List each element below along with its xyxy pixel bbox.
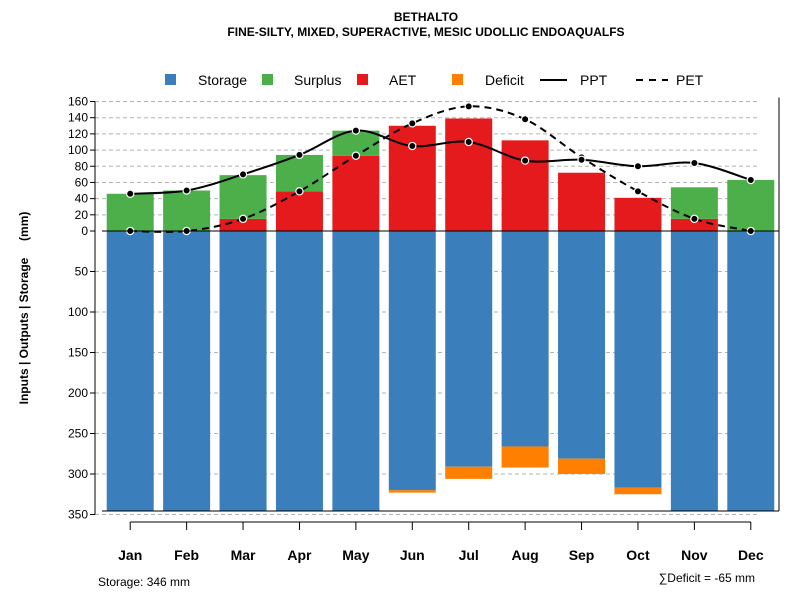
legend-aet-swatch — [357, 74, 368, 85]
bar-aet — [558, 172, 606, 231]
x-tick-label: Mar — [231, 547, 256, 563]
point-pet — [520, 115, 530, 124]
point-ppt — [520, 156, 530, 165]
y-tick-label: 100 — [68, 143, 88, 157]
x-tick-label: Dec — [738, 547, 764, 563]
y-tick-label: 80 — [75, 159, 89, 173]
x-tick-label: Aug — [512, 547, 539, 563]
bar-aet — [275, 191, 323, 231]
bar-storage — [163, 231, 211, 512]
bar-aet — [332, 155, 380, 231]
bar-aet — [614, 197, 662, 231]
axes: 0 20 40 60 80 100 120 140 160 50 100 150 200 250 300 35… — [68, 95, 780, 563]
y-tick-label: 350 — [68, 508, 88, 522]
y-tick-label: 100 — [68, 305, 88, 319]
line-ppt — [130, 129, 752, 195]
y-tick-label: 300 — [68, 467, 88, 481]
x-tick-label: Apr — [287, 547, 312, 563]
point-ppt — [238, 170, 248, 179]
point-pet — [408, 119, 417, 128]
y-tick-label: 250 — [68, 427, 88, 441]
bar-deficit — [501, 446, 549, 468]
bar-storage — [501, 231, 549, 447]
x-tick-label: Jan — [118, 547, 142, 563]
point-pet — [238, 214, 248, 224]
chart-title: BETHALTO — [394, 10, 458, 24]
legend-surplus-swatch — [262, 74, 273, 85]
y-tick-label: 60 — [75, 175, 89, 189]
legend-storage-swatch — [165, 74, 176, 85]
bar-aet — [445, 118, 493, 231]
y-tick-label: 200 — [68, 386, 88, 400]
bar-storage — [727, 231, 775, 512]
chart-subtitle: FINE-SILTY, MIXED, SUPERACTIVE, MESIC UD… — [227, 25, 624, 39]
y-tick-label: 150 — [68, 346, 88, 360]
y-tick-label: 120 — [68, 127, 88, 141]
bar-deficit — [445, 466, 493, 479]
legend-aet-label: AET — [389, 72, 417, 88]
y-tick-label: 50 — [75, 265, 89, 279]
bar-surplus — [670, 187, 718, 219]
point-ppt — [577, 155, 586, 164]
y-axis-label: Inputs | Outputs | Storage (mm) — [17, 212, 31, 405]
footer-storage: Storage: 346 mm — [98, 575, 190, 589]
legend-deficit-swatch — [452, 74, 463, 85]
y-tick-label: 160 — [68, 95, 88, 109]
y-tick-label: 140 — [68, 111, 88, 125]
bar-storage — [275, 231, 323, 512]
point-pet — [351, 151, 361, 160]
bar-deficit — [388, 490, 436, 493]
x-tick-label: Sep — [569, 547, 595, 563]
bar-storage — [558, 231, 606, 459]
legend-ppt-label: PPT — [580, 72, 608, 88]
x-tick-label: Nov — [681, 547, 708, 563]
bar-storage — [614, 231, 662, 488]
x-tick-label: Jun — [400, 547, 425, 563]
x-tick-label: May — [342, 547, 369, 563]
point-ppt — [351, 126, 361, 135]
y-tick-label: 20 — [75, 208, 89, 222]
lines — [126, 102, 755, 236]
point-pet — [295, 187, 304, 196]
legend-storage-label: Storage — [198, 72, 247, 88]
bar-storage — [219, 231, 267, 512]
legend-surplus-label: Surplus — [294, 72, 341, 88]
bar-surplus — [163, 190, 211, 231]
y-tick-label: 0 — [81, 224, 88, 238]
x-tick-label: Feb — [174, 547, 199, 563]
bar-aet — [501, 140, 549, 231]
bar-storage — [445, 231, 493, 467]
point-ppt — [126, 189, 135, 198]
point-pet — [464, 102, 473, 111]
bar-storage — [106, 231, 154, 512]
x-tick-label: Oct — [626, 547, 650, 563]
bars — [106, 118, 775, 512]
footer-deficit: ∑Deficit = -65 mm — [659, 571, 755, 585]
legend-deficit-label: Deficit — [485, 72, 524, 88]
point-ppt — [633, 162, 643, 171]
bar-surplus — [106, 193, 154, 231]
bar-aet — [670, 218, 718, 231]
bar-storage — [332, 231, 380, 512]
point-pet — [690, 214, 699, 224]
point-pet — [633, 187, 643, 196]
bar-storage — [670, 231, 718, 512]
bar-deficit — [558, 458, 606, 474]
bar-deficit — [614, 487, 662, 495]
y-tick-label: 40 — [75, 192, 89, 206]
x-tick-label: Jul — [459, 547, 479, 563]
point-ppt — [746, 175, 755, 185]
legend-pet-label: PET — [676, 72, 704, 88]
point-ppt — [464, 137, 473, 147]
bar-storage — [388, 231, 436, 491]
bar-surplus — [219, 175, 267, 219]
point-ppt — [295, 150, 304, 160]
point-ppt — [408, 141, 417, 151]
legend: Storage Surplus AET Deficit PPT PET — [165, 72, 704, 88]
point-ppt — [182, 186, 191, 195]
point-ppt — [690, 158, 699, 168]
bar-surplus — [727, 180, 775, 231]
